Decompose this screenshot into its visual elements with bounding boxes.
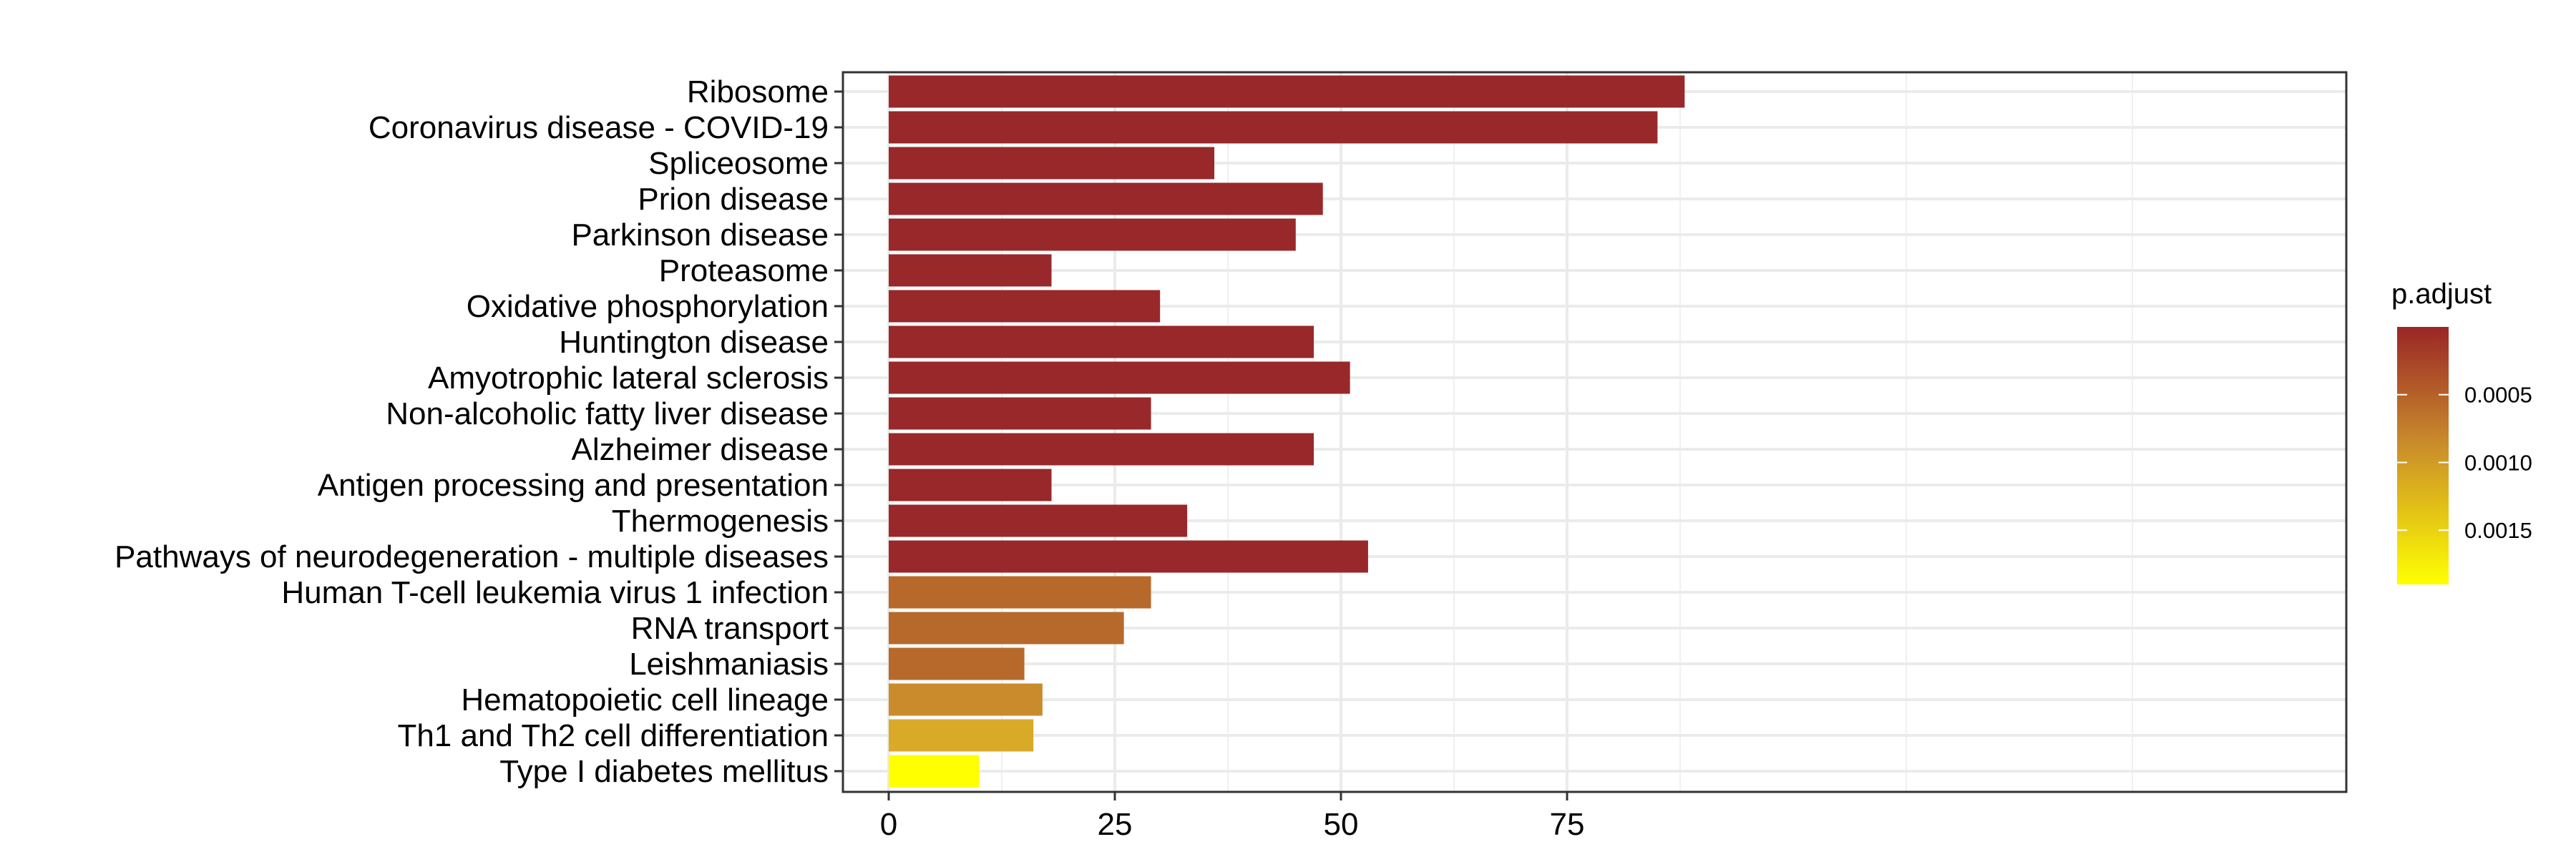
legend-title: p.adjust (2391, 278, 2492, 310)
x-tick-label: 25 (1098, 807, 1133, 842)
y-tick-label: Hematopoietic cell lineage (461, 682, 829, 717)
bar (889, 719, 1034, 752)
bar (889, 361, 1350, 394)
y-tick-label: Thermogenesis (612, 504, 829, 539)
y-tick-label: Oxidative phosphorylation (467, 289, 829, 324)
bar (889, 397, 1151, 430)
y-tick-label: Non-alcoholic fatty liver disease (386, 396, 829, 431)
y-tick-label: Th1 and Th2 cell differentiation (397, 718, 829, 753)
y-tick-label: Antigen processing and presentation (318, 468, 829, 503)
legend-tick-label: 0.0005 (2464, 383, 2532, 408)
y-tick-label: Proteasome (659, 253, 829, 288)
x-axis: 0 25 50 75 (880, 792, 1585, 842)
y-tick-label: Coronavirus disease - COVID-19 (369, 110, 829, 145)
bar (889, 683, 1043, 716)
bar (889, 254, 1052, 287)
bar (889, 576, 1151, 609)
bar (889, 290, 1161, 323)
bar (889, 433, 1314, 466)
y-tick-label: Spliceosome (648, 146, 829, 181)
bar (889, 75, 1685, 108)
y-tick-label: Type I diabetes mellitus (499, 754, 829, 789)
legend: p.adjust 0.0005 0.0010 0.0015 (2391, 278, 2532, 584)
x-tick-label: 0 (880, 807, 897, 842)
bar (889, 755, 980, 788)
legend-tick-label: 0.0010 (2464, 450, 2532, 475)
x-tick-label: 50 (1324, 807, 1359, 842)
y-tick-label: Alzheimer disease (572, 432, 829, 467)
panel-background (843, 72, 2346, 792)
x-tick-label: 75 (1550, 807, 1585, 842)
bar (889, 182, 1323, 215)
bar (889, 540, 1368, 573)
colorbar (2397, 327, 2449, 584)
y-tick-label: Ribosome (687, 74, 829, 109)
panel-border (841, 71, 2348, 793)
y-tick-label: Leishmaniasis (629, 647, 829, 682)
bar (889, 218, 1296, 251)
bar (889, 612, 1124, 645)
bar (889, 325, 1314, 358)
y-tick-label: Prion disease (638, 182, 829, 217)
plot-panel (843, 72, 2346, 792)
bar (889, 147, 1215, 180)
y-tick-label: Pathways of neurodegeneration - multiple… (114, 539, 829, 574)
bars (889, 75, 1685, 788)
y-tick-label: Human T-cell leukemia virus 1 infection (281, 575, 829, 610)
bar (889, 469, 1052, 501)
y-tick-label: Parkinson disease (571, 217, 829, 253)
y-tick-label: Huntington disease (559, 325, 829, 360)
bar (889, 647, 1025, 680)
legend-tick-label: 0.0015 (2464, 518, 2532, 543)
y-tick-label: RNA transport (631, 611, 829, 646)
bar (889, 111, 1658, 144)
bar (889, 504, 1188, 537)
y-tick-label: Amyotrophic lateral sclerosis (428, 361, 829, 396)
